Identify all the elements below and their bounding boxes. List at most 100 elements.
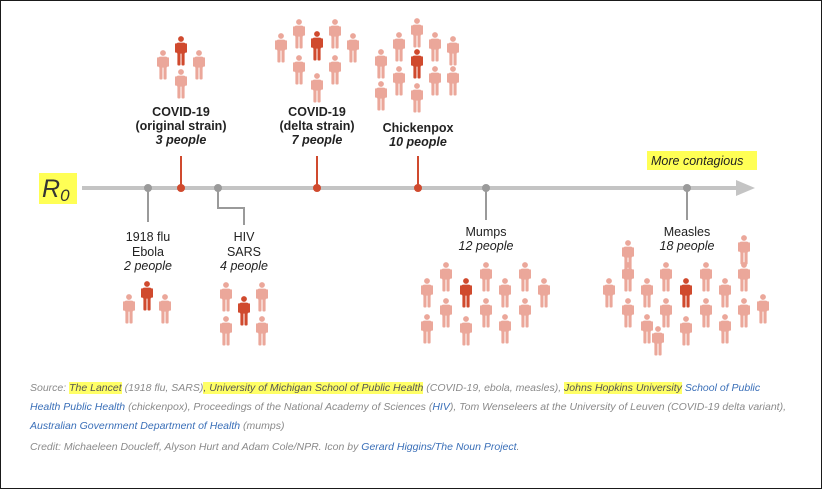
person-icon [447, 66, 459, 96]
source-link-jhu-sph-cont[interactable]: Public Health [63, 401, 126, 413]
marker-flu-ebola [144, 184, 152, 222]
more-contagious-highlight [647, 151, 757, 170]
source-link-jhu-sph[interactable]: School of Public Health [30, 382, 761, 413]
person-icon [411, 83, 423, 113]
person-cluster-hiv-sars [220, 282, 268, 346]
infected-person-icon [238, 296, 250, 326]
label-line: (delta strain) [279, 119, 354, 133]
person-icon [220, 316, 232, 346]
person-icon [499, 314, 511, 344]
label-covid-original: COVID-19 (original strain) 3 people [136, 105, 227, 147]
person-cluster-flu-ebola [123, 281, 171, 324]
person-icon [447, 36, 459, 66]
person-icon [329, 55, 341, 85]
person-icon [700, 262, 712, 292]
person-icon [652, 326, 664, 356]
source-text-part: (mumps) [240, 420, 285, 432]
label-line: HIV [234, 230, 256, 244]
person-icon [375, 49, 387, 79]
person-cluster-mumps [421, 262, 550, 346]
person-icon [175, 69, 187, 99]
person-icon [480, 262, 492, 292]
label-hiv-sars: HIV SARS 4 people [220, 230, 268, 273]
person-icon [757, 294, 769, 324]
person-icon [393, 32, 405, 62]
label-mumps: Mumps 12 people [459, 225, 514, 253]
person-icon [440, 298, 452, 328]
infected-person-icon [175, 36, 187, 66]
person-icon [429, 66, 441, 96]
person-icon [519, 262, 531, 292]
person-icon [738, 262, 750, 292]
credit-suffix: . [516, 441, 520, 453]
r0-value-label: 10 people [389, 135, 447, 149]
source-link-aus-health[interactable]: Australian Government Department of Heal… [30, 420, 241, 432]
source-text: Source: The Lancet (1918 flu, SARS), Uni… [30, 379, 790, 436]
infected-person-icon [460, 278, 472, 308]
label-line: 1918 flu [126, 230, 171, 244]
person-icon [421, 314, 433, 344]
axis-arrow-head [736, 180, 755, 196]
source-link-jhu[interactable]: Johns Hopkins University [564, 382, 682, 394]
r0-value-label: 7 people [292, 133, 343, 147]
source-footer: Source: The Lancet (1918 flu, SARS), Uni… [30, 379, 790, 457]
r0-value-label: 12 people [459, 239, 514, 253]
label-line: COVID-19 [288, 105, 346, 119]
person-icon [622, 298, 634, 328]
person-icon [519, 298, 531, 328]
person-icon [157, 50, 169, 80]
label-flu-ebola: 1918 flu Ebola 2 people [123, 230, 172, 273]
person-icon [700, 298, 712, 328]
person-icon [293, 55, 305, 85]
r0-symbol: R0 [42, 175, 70, 205]
person-icon [603, 278, 615, 308]
person-icon [719, 314, 731, 344]
credit-link-noun-project[interactable]: Gerard Higgins/The Noun Project [361, 441, 517, 453]
label-chickenpox: Chickenpox 10 people [383, 121, 454, 149]
person-icon [411, 18, 423, 48]
person-icon [680, 316, 692, 346]
source-text-part: (COVID-19, ebola, measles), [423, 382, 565, 394]
person-icon [622, 262, 634, 292]
marker-hiv-sars [214, 184, 245, 225]
person-icon [293, 19, 305, 49]
infected-person-icon [680, 278, 692, 308]
label-line: Mumps [466, 225, 507, 239]
person-icon [538, 278, 550, 308]
person-icon [719, 278, 731, 308]
source-link-umich[interactable]: , University of Michigan School of Publi… [203, 382, 424, 394]
label-line: Ebola [132, 245, 164, 259]
r0-value-label: 4 people [220, 259, 268, 273]
marker-measles [683, 184, 691, 220]
person-icon [429, 32, 441, 62]
label-line: Measles [664, 225, 711, 239]
marker-mumps [482, 184, 490, 220]
r0-highlight [39, 173, 77, 204]
person-icon [480, 298, 492, 328]
r0-value-label: 2 people [123, 259, 172, 273]
label-line: (original strain) [136, 119, 227, 133]
source-link-hiv[interactable]: HIV [432, 401, 450, 413]
source-text-part: (1918 flu, SARS) [121, 382, 204, 394]
person-icon [329, 19, 341, 49]
person-cluster-covid-original [157, 36, 205, 99]
marker-chickenpox [414, 156, 422, 192]
person-cluster-covid-delta [275, 19, 359, 103]
person-icon [460, 316, 472, 346]
label-measles: Measles 18 people [660, 225, 715, 253]
source-link-lancet[interactable]: The Lancet [69, 382, 122, 394]
label-line: SARS [227, 245, 261, 259]
person-icon [375, 81, 387, 111]
source-prefix: Source: [30, 382, 70, 394]
infected-person-icon [141, 281, 153, 311]
person-icon [220, 282, 232, 312]
person-icon [311, 73, 323, 103]
person-icon [256, 316, 268, 346]
r0-value-label: 18 people [660, 239, 715, 253]
person-icon [123, 294, 135, 324]
person-icon [660, 262, 672, 292]
label-covid-delta: COVID-19 (delta strain) 7 people [279, 105, 354, 147]
infected-person-icon [411, 49, 423, 79]
person-cluster-chickenpox [375, 18, 459, 113]
person-icon [347, 33, 359, 63]
